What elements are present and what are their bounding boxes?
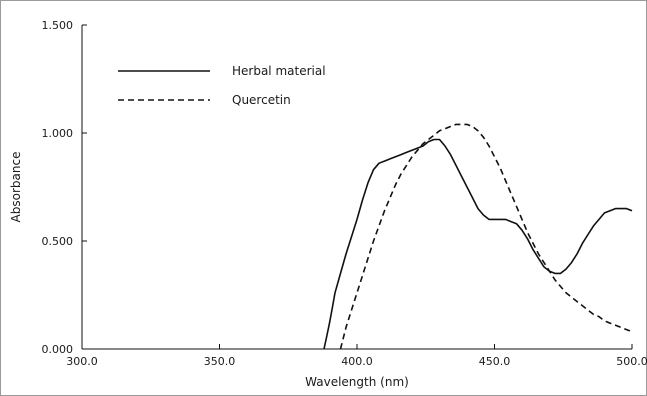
x-tick-label: 300.0 (66, 355, 98, 368)
series-line-quercetin (339, 123, 633, 350)
legend: Herbal material Quercetin (118, 64, 326, 107)
x-tick-label: 350.0 (204, 355, 236, 368)
y-tick-label: 1.500 (42, 19, 74, 32)
x-tick-label: 500.0 (616, 355, 647, 368)
x-axis-title: Wavelength (nm) (305, 375, 409, 389)
series-layer (323, 123, 633, 350)
y-axis-title: Absorbance (9, 152, 23, 223)
x-tick-label: 400.0 (341, 355, 373, 368)
y-tick-label: 0.000 (42, 343, 74, 356)
legend-label: Quercetin (232, 93, 291, 107)
ticks: 300.0 350.0 400.0 450.0 500.0 0.000 0.500 1.000… (42, 19, 647, 368)
x-tick-label: 450.0 (479, 355, 511, 368)
y-tick-label: 1.000 (42, 127, 74, 140)
series-line-herbal-material (323, 138, 633, 350)
y-tick-label: 0.500 (42, 235, 74, 248)
legend-label: Herbal material (232, 64, 326, 78)
axes (81, 25, 632, 350)
